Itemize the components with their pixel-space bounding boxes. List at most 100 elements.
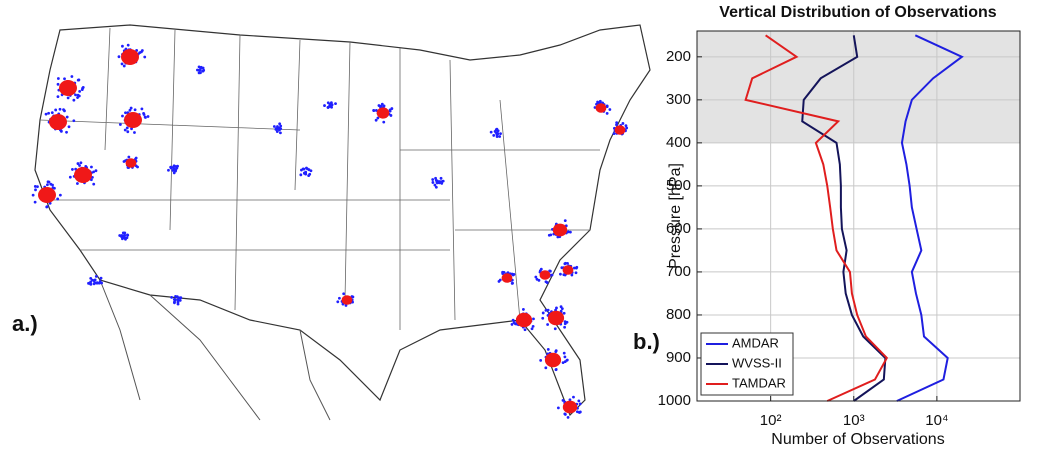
- obs-dot: [87, 281, 90, 285]
- obs-dot: [93, 278, 97, 282]
- obs-core: [552, 223, 568, 237]
- obs-dot: [572, 266, 576, 270]
- obs-core: [515, 312, 533, 328]
- obs-dot: [195, 68, 199, 72]
- x-axis-label: Number of Observations: [771, 431, 944, 448]
- obs-dot: [499, 132, 502, 136]
- obs-dot: [68, 175, 72, 179]
- obs-dot: [336, 300, 340, 304]
- obs-dot: [530, 327, 534, 331]
- obs-dot: [140, 107, 144, 111]
- obs-dot: [31, 193, 35, 197]
- obs-dot: [65, 115, 69, 119]
- obs-dot: [434, 176, 437, 180]
- obs-dot: [569, 230, 572, 234]
- obs-dot: [128, 108, 132, 112]
- obs-dot: [50, 111, 54, 115]
- obs-dot: [538, 269, 542, 273]
- chart-title: Vertical Distribution of Observations: [719, 4, 996, 21]
- obs-dot: [546, 348, 550, 351]
- obs-dot: [84, 164, 88, 168]
- obs-dot: [568, 398, 572, 402]
- y-tick-label: 1000: [658, 392, 691, 409]
- obs-dot: [521, 308, 525, 311]
- y-tick-label: 800: [666, 306, 691, 323]
- obs-dot: [172, 167, 176, 171]
- obs-dot: [544, 309, 548, 312]
- obs-dot: [174, 294, 177, 298]
- obs-dot: [563, 325, 566, 329]
- legend-label: WVSS-II: [732, 355, 782, 370]
- obs-dot: [577, 399, 581, 403]
- obs-dot: [117, 55, 121, 59]
- obs-core: [124, 112, 142, 128]
- obs-dot: [56, 95, 60, 99]
- obs-dot: [561, 398, 565, 402]
- obs-dot: [56, 82, 60, 86]
- obs-dot: [433, 183, 437, 187]
- obs-dot: [389, 114, 393, 117]
- obs-dot: [624, 124, 628, 128]
- obs-dot: [342, 292, 346, 296]
- obs-dot: [578, 410, 582, 414]
- obs-dot: [531, 324, 535, 328]
- obs-dot: [136, 165, 139, 169]
- obs-dot: [380, 102, 384, 106]
- obs-dot: [201, 69, 205, 73]
- obs-dot: [574, 271, 578, 275]
- obs-dot: [608, 108, 612, 111]
- state-lines: [39, 27, 600, 330]
- obs-dot: [279, 124, 283, 128]
- y-axis-label: Pressure [hPa]: [667, 163, 684, 269]
- obs-dot: [511, 318, 515, 322]
- obs-dot: [72, 119, 76, 123]
- obs-dot: [33, 185, 37, 188]
- obs-dot: [94, 169, 98, 173]
- obs-core: [49, 114, 67, 130]
- obs-dot: [374, 118, 378, 122]
- obs-core: [59, 80, 77, 96]
- obs-dot: [120, 235, 123, 238]
- obs-dot: [65, 130, 68, 134]
- obs-core: [547, 310, 565, 326]
- obs-core: [539, 270, 551, 280]
- obs-dot: [547, 233, 551, 237]
- obs-dot: [46, 180, 50, 184]
- obs-dot: [495, 127, 499, 131]
- obs-dot: [58, 107, 62, 111]
- obs-dot: [170, 295, 174, 299]
- obs-dot: [523, 328, 527, 332]
- obs-dot: [167, 168, 170, 172]
- obs-dot: [559, 309, 563, 313]
- obs-dot: [142, 111, 145, 115]
- y-tick-label: 300: [666, 91, 691, 108]
- obs-dot: [133, 131, 136, 134]
- obs-core: [74, 167, 92, 183]
- obs-core: [376, 107, 390, 119]
- obs-dot: [89, 283, 93, 286]
- obs-dot: [555, 306, 558, 310]
- obs-core: [544, 352, 562, 368]
- obs-dot: [338, 296, 341, 300]
- obs-dot: [497, 280, 501, 283]
- y-tick-label: 400: [666, 134, 691, 151]
- map-outline: [34, 24, 651, 417]
- obs-core: [38, 187, 56, 203]
- obs-dot: [78, 164, 81, 167]
- panel-label: a.): [12, 311, 38, 336]
- obs-dot: [559, 272, 562, 276]
- obs-dot: [124, 237, 127, 241]
- obs-dot: [121, 114, 124, 118]
- obs-dot: [120, 237, 124, 241]
- legend-label: AMDAR: [732, 335, 779, 350]
- obs-dot: [172, 297, 176, 301]
- obs-dot: [539, 358, 543, 362]
- obs-dot: [44, 112, 48, 116]
- obs-dot: [326, 101, 330, 105]
- obs-dot: [575, 410, 579, 414]
- obs-dot: [537, 278, 541, 282]
- obs-dot: [72, 98, 76, 102]
- obs-dot: [90, 165, 93, 169]
- obs-dot: [176, 298, 180, 302]
- obs-dot: [439, 176, 443, 180]
